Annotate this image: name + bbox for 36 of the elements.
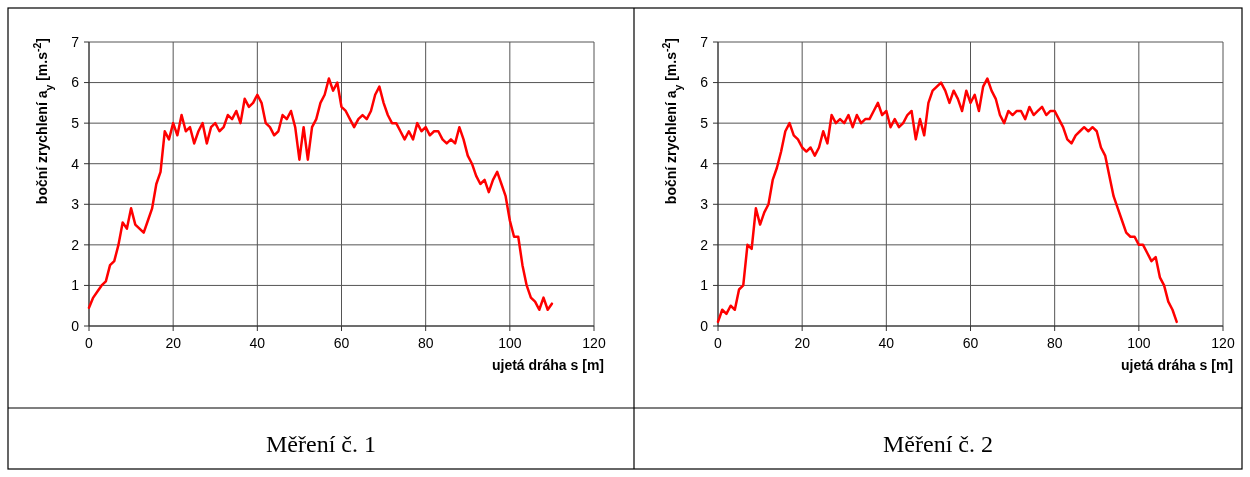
x-tick-label: 80	[1046, 335, 1063, 351]
y-tick-label: 6	[71, 74, 80, 91]
y-tick-label: 1	[71, 277, 80, 294]
x-tick-label: 40	[878, 335, 895, 351]
x-tick-label: 20	[165, 335, 182, 351]
y-tick-label: 2	[71, 236, 80, 253]
x-tick-label: 100	[498, 335, 522, 351]
text: Měření č. 1	[266, 430, 376, 457]
x-tick-label: 0	[85, 335, 94, 351]
y-tick-label: 3	[700, 196, 709, 213]
x-tick-label: 60	[962, 335, 979, 351]
x-tick-label: 40	[249, 335, 266, 351]
y-tick-label: 3	[71, 196, 80, 213]
y-tick-label: 4	[700, 155, 709, 172]
y-tick-label: 0	[700, 317, 709, 334]
x-axis-title: ujetá dráha s [m]	[1120, 357, 1233, 373]
y-tick-label: 7	[71, 33, 80, 50]
x-tick-label: 100	[1127, 335, 1151, 351]
x-tick-label: 120	[1211, 335, 1235, 351]
y-tick-label: 5	[700, 115, 709, 132]
text: Měření č. 2	[883, 430, 993, 457]
x-tick-label: 60	[333, 335, 350, 351]
y-tick-label: 0	[71, 317, 80, 334]
y-tick-label: 5	[71, 115, 80, 132]
line-series	[716, 77, 1178, 324]
y-tick-label: 6	[700, 74, 709, 91]
x-tick-label: 0	[714, 335, 723, 351]
x-tick-label: 20	[794, 335, 811, 351]
line-series	[87, 77, 554, 312]
y-tick-label: 1	[700, 277, 709, 294]
y-tick-label: 2	[700, 236, 709, 253]
y-tick-label: 7	[700, 33, 709, 50]
x-axis-title: ujetá dráha s [m]	[491, 357, 604, 373]
x-tick-label: 80	[417, 335, 434, 351]
x-tick-label: 120	[582, 335, 606, 351]
y-tick-label: 4	[71, 155, 80, 172]
